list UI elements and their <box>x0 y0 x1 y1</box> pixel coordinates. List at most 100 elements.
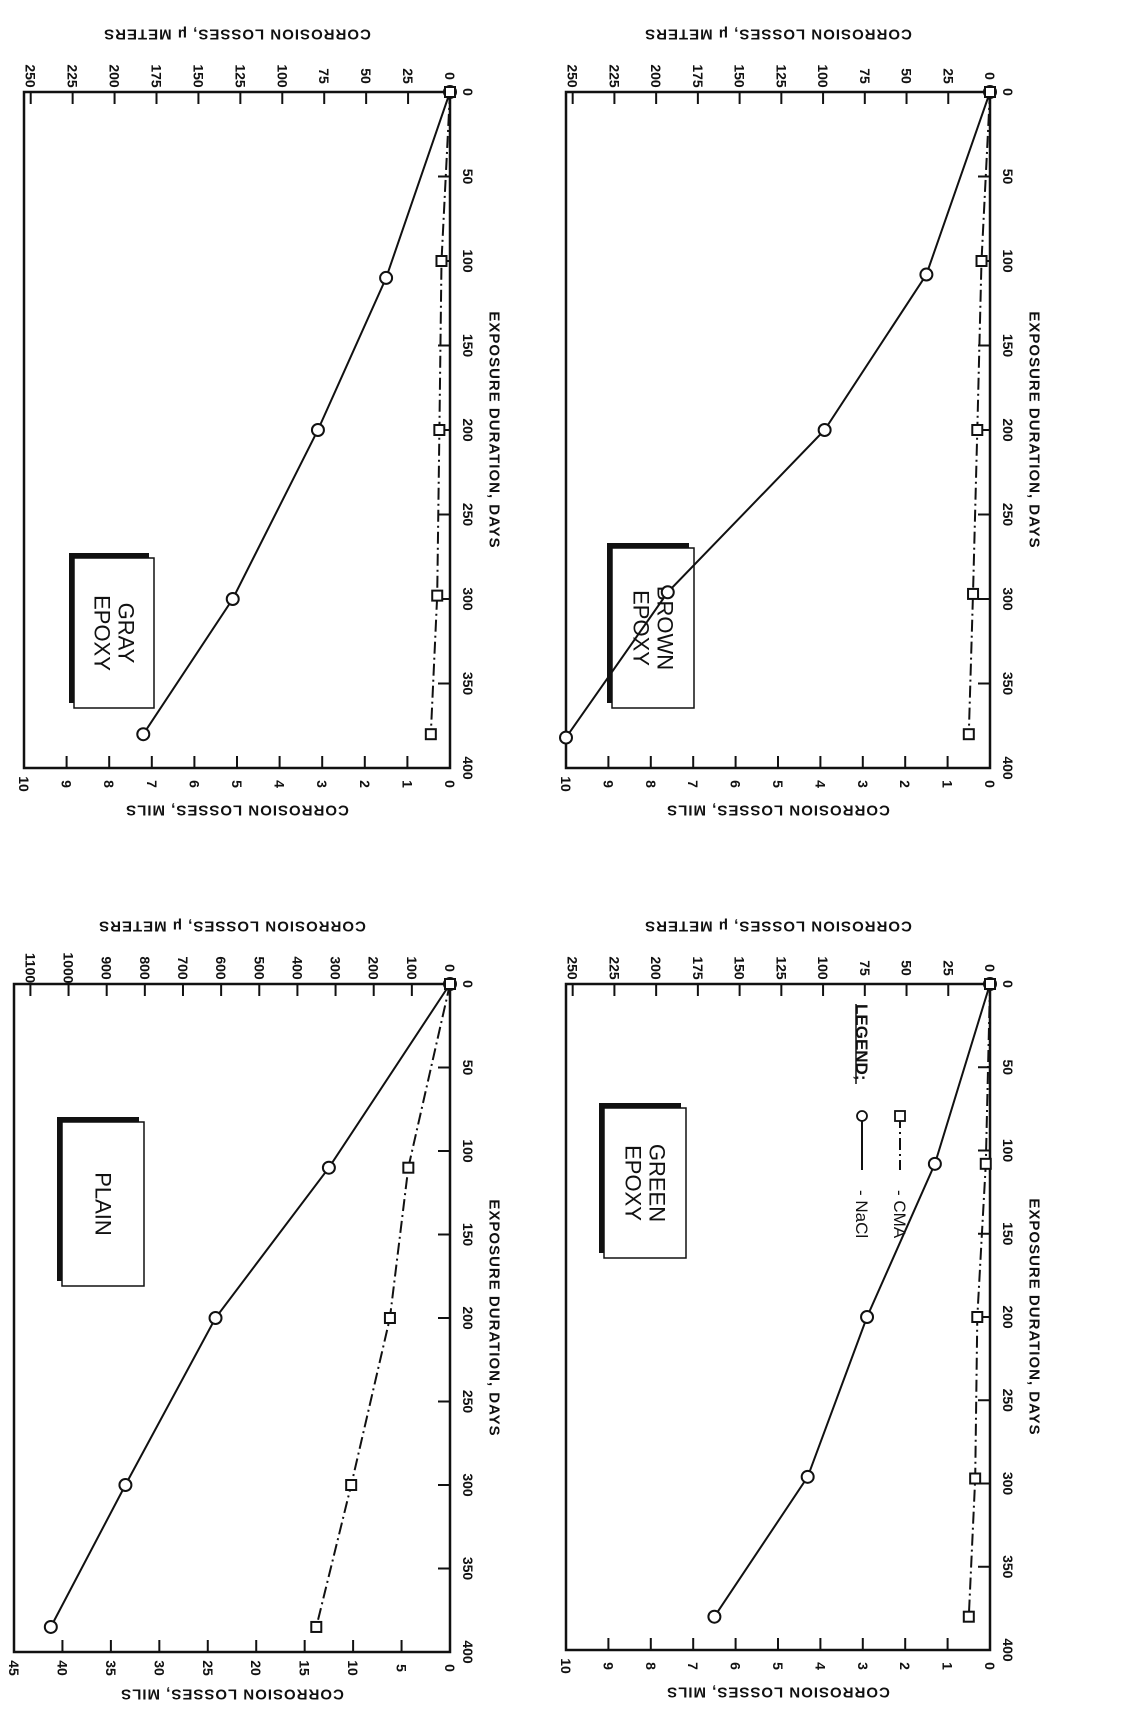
y-left-tick-label: 7 <box>685 1662 701 1670</box>
y-right-tick-label: 0 <box>442 72 458 80</box>
y-right-tick-label: 25 <box>400 68 416 84</box>
y-right-tick-label: 200 <box>366 956 382 980</box>
x-tick-label: 300 <box>460 587 476 611</box>
point-nacl <box>225 592 240 606</box>
x-tick-label: 100 <box>460 249 476 273</box>
point-cma <box>967 587 980 600</box>
y-left-tick-label: 45 <box>6 1660 22 1676</box>
point-cma <box>984 86 996 98</box>
point-nacl <box>707 1609 722 1624</box>
y-right-tick-label: 100 <box>404 956 420 980</box>
y-left-tick-label: 1 <box>940 1662 956 1670</box>
y-right-tick-label: 200 <box>648 64 664 88</box>
x-tick-label: 400 <box>460 1640 476 1664</box>
y-right-axis-label: CORROSION LOSSES, μ METERS <box>103 26 371 43</box>
label-box-text: EPOXY <box>629 590 654 666</box>
point-cma <box>444 978 456 990</box>
y-right-axis-label: CORROSION LOSSES, μ METERS <box>644 918 912 935</box>
y-left-tick-label: 35 <box>103 1660 119 1676</box>
point-nacl <box>208 1311 223 1325</box>
y-left-tick-label: 2 <box>897 780 913 788</box>
x-tick-label: 400 <box>1000 756 1016 780</box>
x-tick-label: 150 <box>460 1223 476 1247</box>
point-cma <box>444 86 456 98</box>
y-left-tick-label: 7 <box>685 780 701 788</box>
y-right-tick-label: 175 <box>690 64 706 88</box>
y-right-tick-label: 25 <box>940 68 956 84</box>
legend-cma-label: - CMA <box>890 1190 909 1239</box>
y-left-tick-label: 3 <box>855 1662 871 1670</box>
y-right-tick-label: 150 <box>732 64 748 88</box>
y-left-axis-label: CORROSION LOSSES, MILS <box>120 1686 344 1703</box>
point-nacl <box>43 1619 58 1634</box>
x-tick-label: 250 <box>1000 503 1016 527</box>
y-left-tick-label: 10 <box>558 1658 574 1674</box>
point-cma <box>984 978 996 990</box>
x-tick-label: 200 <box>1000 418 1016 442</box>
y-left-tick-label: 3 <box>855 780 871 788</box>
point-nacl <box>379 270 394 285</box>
legend-cma-marker <box>894 1110 906 1122</box>
point-nacl <box>321 1160 336 1175</box>
y-right-tick-label: 50 <box>899 960 915 976</box>
point-cma <box>402 1161 415 1174</box>
legend-nacl-marker <box>856 1110 868 1122</box>
x-axis-label: EXPOSURE DURATION, DAYS <box>1026 1198 1043 1435</box>
y-left-tick-label: 4 <box>812 780 828 788</box>
y-left-tick-label: 2 <box>357 780 373 788</box>
y-right-tick-label: 150 <box>190 64 206 88</box>
y-left-tick-label: 5 <box>770 780 786 788</box>
y-right-tick-label: 100 <box>815 956 831 980</box>
y-right-tick-label: 125 <box>773 956 789 980</box>
x-tick-label: 300 <box>460 1473 476 1497</box>
point-nacl <box>118 1478 133 1492</box>
y-right-axis-label: CORROSION LOSSES, μ METERS <box>98 918 366 935</box>
x-tick-label: 50 <box>460 1060 476 1076</box>
x-tick-label: 50 <box>1000 1059 1016 1075</box>
legend-title: LEGEND; <box>852 1004 871 1081</box>
y-right-tick-label: 175 <box>148 64 164 88</box>
y-right-axis-label: CORROSION LOSSES, μ METERS <box>644 26 912 43</box>
y-right-tick-label: 50 <box>358 68 374 84</box>
point-nacl <box>310 423 325 437</box>
x-tick-label: 50 <box>460 169 476 185</box>
y-right-tick-label: 400 <box>289 956 305 980</box>
point-cma <box>969 1472 982 1485</box>
label-box-text: EPOXY <box>90 595 115 671</box>
y-left-tick-label: 4 <box>812 1662 828 1670</box>
label-box <box>603 1107 687 1259</box>
point-nacl <box>136 727 151 742</box>
y-left-tick-label: 5 <box>229 780 245 788</box>
y-right-tick-label: 300 <box>328 956 344 980</box>
point-nacl <box>559 730 573 745</box>
y-left-tick-label: 3 <box>314 780 330 788</box>
label-box-text: BROWN <box>653 586 678 670</box>
point-cma <box>962 1610 975 1623</box>
x-tick-label: 250 <box>460 1390 476 1414</box>
y-right-tick-label: 1100 <box>22 953 38 984</box>
point-cma <box>979 1157 992 1170</box>
y-left-tick-label: 0 <box>982 1662 998 1670</box>
point-nacl <box>860 1310 875 1324</box>
y-left-tick-label: 10 <box>345 1660 361 1676</box>
label-box <box>73 557 155 709</box>
y-right-tick-label: 75 <box>316 68 332 84</box>
y-left-tick-label: 0 <box>982 780 998 788</box>
x-tick-label: 100 <box>1000 249 1016 273</box>
y-right-tick-label: 175 <box>690 956 706 980</box>
x-tick-label: 0 <box>460 88 476 96</box>
x-tick-label: 300 <box>1000 1472 1016 1496</box>
label-box <box>61 1121 145 1287</box>
y-right-tick-label: 50 <box>899 68 915 84</box>
y-right-tick-label: 150 <box>732 956 748 980</box>
x-tick-label: 200 <box>1000 1305 1016 1329</box>
y-left-tick-label: 2 <box>897 1662 913 1670</box>
legend-nacl-label: - NaCl <box>852 1190 871 1238</box>
y-right-tick-label: 200 <box>648 956 664 980</box>
y-left-tick-label: 10 <box>558 776 574 792</box>
x-tick-label: 50 <box>1000 169 1016 185</box>
y-left-axis-label: CORROSION LOSSES, MILS <box>666 1684 890 1701</box>
